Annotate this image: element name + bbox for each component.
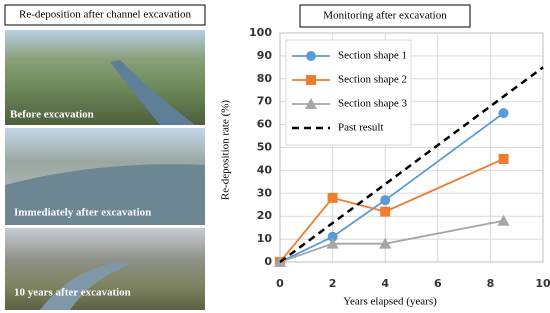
- marker: [499, 154, 509, 164]
- legend-label: Section shape 3: [338, 98, 408, 110]
- photo-caption: Immediately after excavation: [14, 207, 151, 219]
- y-tick-label: 40: [257, 163, 273, 176]
- chart-title: Monitoring after excavation: [323, 10, 447, 22]
- x-tick-label: 4: [381, 277, 389, 290]
- y-tick-label: 20: [257, 209, 273, 222]
- x-tick-label: 8: [487, 277, 495, 290]
- marker: [380, 207, 390, 217]
- photos-title: Re-deposition after channel excavation: [19, 9, 191, 21]
- y-tick-label: 90: [257, 49, 273, 62]
- legend-label: Past result: [338, 122, 384, 134]
- y-tick-label: 100: [249, 26, 272, 39]
- y-tick-label: 60: [257, 118, 273, 131]
- y-tick-label: 0: [264, 255, 272, 268]
- y-tick-label: 80: [257, 72, 273, 85]
- marker: [380, 195, 390, 205]
- x-tick-label: 6: [434, 277, 442, 290]
- x-tick-label: 2: [329, 277, 337, 290]
- x-tick-label: 10: [535, 277, 550, 290]
- photo-caption: 10 years after excavation: [14, 287, 131, 299]
- y-tick-label: 50: [257, 141, 273, 154]
- page: Re-deposition after channel excavation B…: [0, 0, 550, 313]
- marker: [306, 51, 316, 61]
- marker: [328, 193, 338, 203]
- figure: Re-deposition after channel excavation B…: [0, 0, 550, 313]
- marker: [306, 75, 316, 85]
- y-axis-label: Re-deposition rate (%): [220, 100, 232, 201]
- legend-label: Section shape 1: [338, 50, 407, 62]
- x-axis-label: Years elapsed (years): [343, 296, 437, 308]
- marker: [499, 108, 509, 118]
- x-tick-label: 0: [276, 277, 284, 290]
- y-tick-label: 10: [257, 232, 273, 245]
- y-tick-label: 30: [257, 186, 273, 199]
- photo-caption: Before excavation: [10, 109, 94, 121]
- legend: Section shape 1 Section shape 2 Section sh…: [286, 40, 411, 145]
- y-tick-label: 70: [257, 95, 273, 108]
- legend-label: Section shape 2: [338, 74, 407, 86]
- series-line: [280, 221, 504, 262]
- plot: 0 10 20 30 40 50 60 70 80 90 100 0 2 4 6 8 10 Section sha…: [249, 26, 550, 290]
